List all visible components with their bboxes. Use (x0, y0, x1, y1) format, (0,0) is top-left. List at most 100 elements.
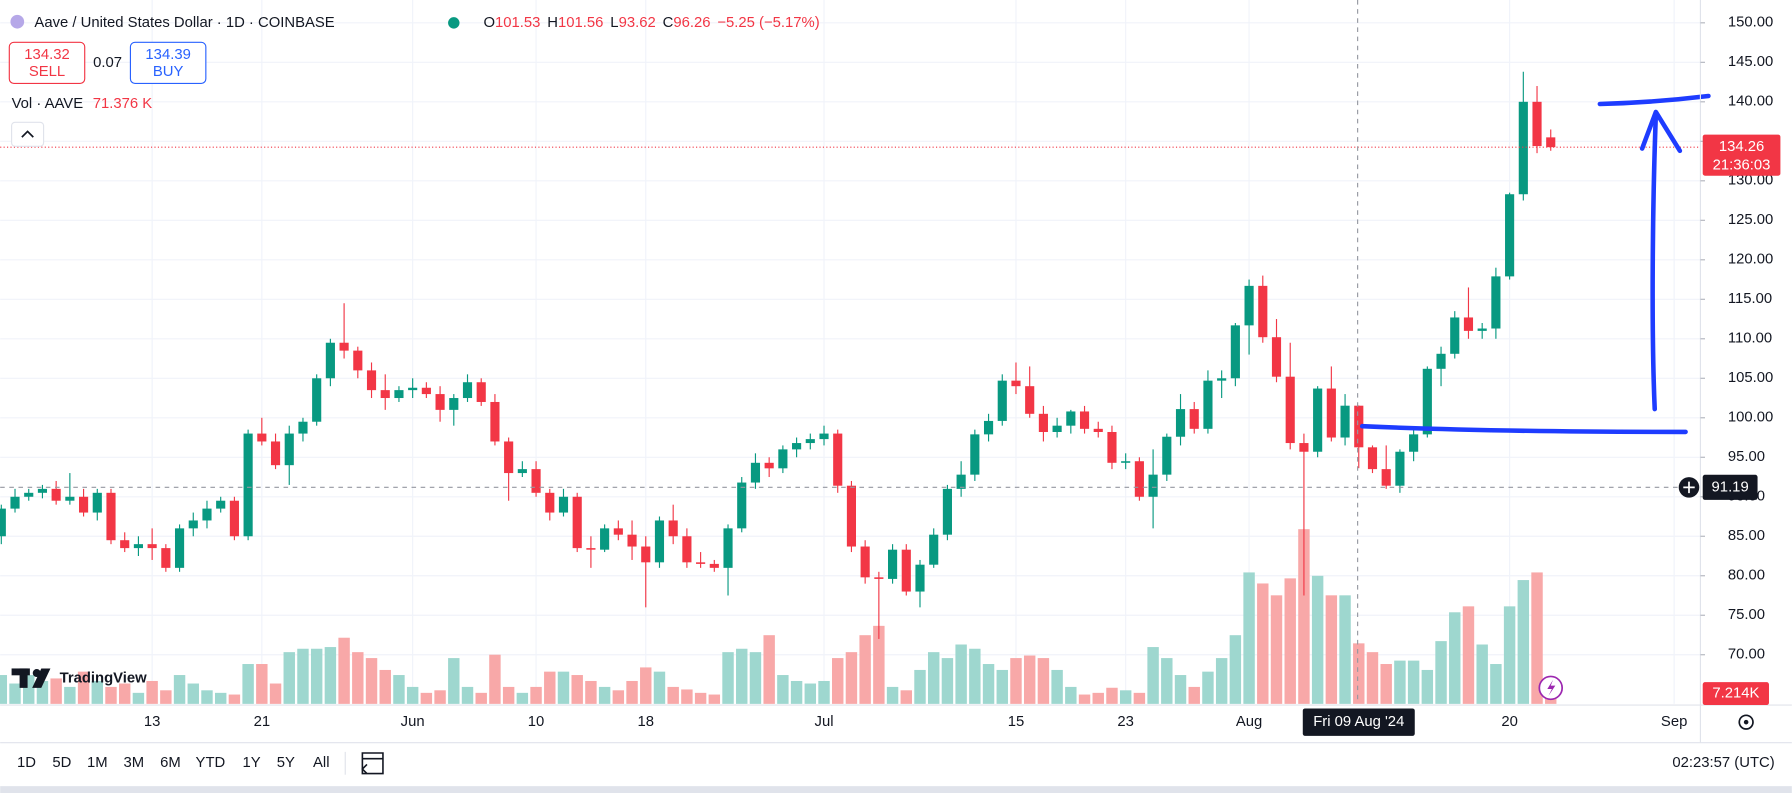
volume-bar (1517, 580, 1530, 704)
candle-body (1422, 368, 1432, 435)
range-button[interactable]: 5Y (277, 755, 295, 771)
volume-bar (1188, 686, 1200, 704)
candle-body (915, 564, 925, 592)
candle-body (654, 520, 665, 563)
volume-bar (516, 692, 529, 704)
candle-body (586, 548, 596, 550)
range-button[interactable]: 6M (160, 755, 181, 771)
volume-bar (393, 675, 405, 704)
settings-icon[interactable] (1738, 714, 1754, 730)
candle-body (435, 394, 445, 410)
volume-bar (489, 654, 501, 704)
candle-body (627, 534, 637, 547)
volume-bar (1353, 643, 1365, 704)
volume-bar (722, 652, 734, 704)
candle-body (1505, 194, 1515, 277)
volume-bar (845, 652, 858, 704)
volume-bar (269, 683, 282, 704)
x-tick-label: 13 (144, 714, 161, 730)
volume-bar (996, 669, 1008, 704)
candle-body (805, 439, 815, 444)
volume-bar (777, 675, 789, 704)
goto-date-icon[interactable] (361, 752, 384, 775)
candle-body (1189, 409, 1199, 429)
candle-body (846, 485, 857, 547)
legend-change: −5.25 (−5.17%) (717, 15, 819, 31)
settings-icon-dot (1743, 719, 1749, 725)
candle-body (1313, 388, 1323, 452)
y-tick-label: 145.00 (1728, 54, 1773, 70)
candle-body (1175, 409, 1186, 437)
volume-bar (955, 644, 967, 704)
buy-button[interactable] (129, 41, 207, 84)
y-tick-label: 75.00 (1728, 607, 1765, 623)
volume-bar (626, 680, 638, 704)
arrow-shaft (1650, 111, 1659, 412)
volume-bar (1202, 671, 1214, 704)
volume-bar (640, 667, 652, 704)
volume-bar (1325, 595, 1338, 704)
candle-body (1491, 276, 1501, 329)
volume-bar (1339, 595, 1351, 704)
candle-body (1038, 413, 1048, 432)
volume-tag-label: 7.214K (1712, 686, 1759, 702)
volume-bar (598, 686, 611, 704)
candle-body (229, 500, 239, 537)
candle-body (243, 433, 253, 537)
candle-body (1450, 317, 1460, 354)
volume-bar (790, 680, 803, 704)
volume-bar (653, 671, 666, 704)
crosshair-price-label: 91.19 (1712, 479, 1749, 495)
volume-bar (0, 675, 8, 704)
candle-body (983, 420, 994, 435)
candle-body (504, 441, 514, 474)
range-button[interactable]: 3M (124, 755, 145, 771)
candle-body (0, 508, 6, 537)
candle-body (1107, 431, 1117, 463)
candle-body (737, 482, 747, 529)
x-tick-label: Jul (815, 714, 834, 730)
range-button[interactable]: 1D (17, 755, 36, 771)
candle-body (106, 492, 116, 541)
volume-tag (1702, 682, 1769, 706)
candle-body (956, 474, 966, 489)
range-button[interactable]: All (313, 755, 329, 771)
candle-body (723, 528, 733, 568)
range-button[interactable]: 5D (52, 755, 71, 771)
buy-price: 134.39 (145, 47, 190, 63)
volume-bar (338, 637, 350, 704)
candles (0, 71, 1556, 639)
candle-body (1244, 285, 1254, 326)
sell-button[interactable] (8, 41, 86, 84)
candle-body (1532, 101, 1542, 147)
volume-bar (1161, 658, 1173, 704)
x-tick-label: 15 (1008, 714, 1025, 730)
collapse-button[interactable] (11, 121, 45, 147)
volume-bar (228, 694, 241, 704)
candle-body (133, 544, 143, 549)
y-tick-label: 95.00 (1728, 449, 1765, 465)
volume-bar (50, 678, 62, 704)
range-button[interactable]: 1M (87, 755, 108, 771)
candle-body (792, 443, 802, 450)
x-tick-label: Jun (401, 714, 425, 730)
y-tick-label: 120.00 (1728, 252, 1773, 268)
volume-bar (571, 675, 583, 704)
volume-bar (1462, 606, 1475, 704)
volume-bar (1174, 675, 1187, 704)
candle-body (1326, 388, 1336, 438)
volume-bar (297, 648, 309, 704)
candle-body (1285, 376, 1295, 444)
volume-bar (256, 664, 268, 704)
range-button[interactable]: YTD (196, 755, 226, 771)
candle-body (65, 496, 75, 501)
market-status (448, 17, 460, 29)
volume-bar (818, 680, 830, 704)
x-tick-label: 21 (254, 714, 271, 730)
candle-body (1079, 411, 1090, 429)
volume-bar (1435, 641, 1447, 704)
candle-body (490, 401, 500, 442)
y-tick-label: 80.00 (1728, 568, 1765, 584)
range-button[interactable]: 1Y (242, 755, 260, 771)
